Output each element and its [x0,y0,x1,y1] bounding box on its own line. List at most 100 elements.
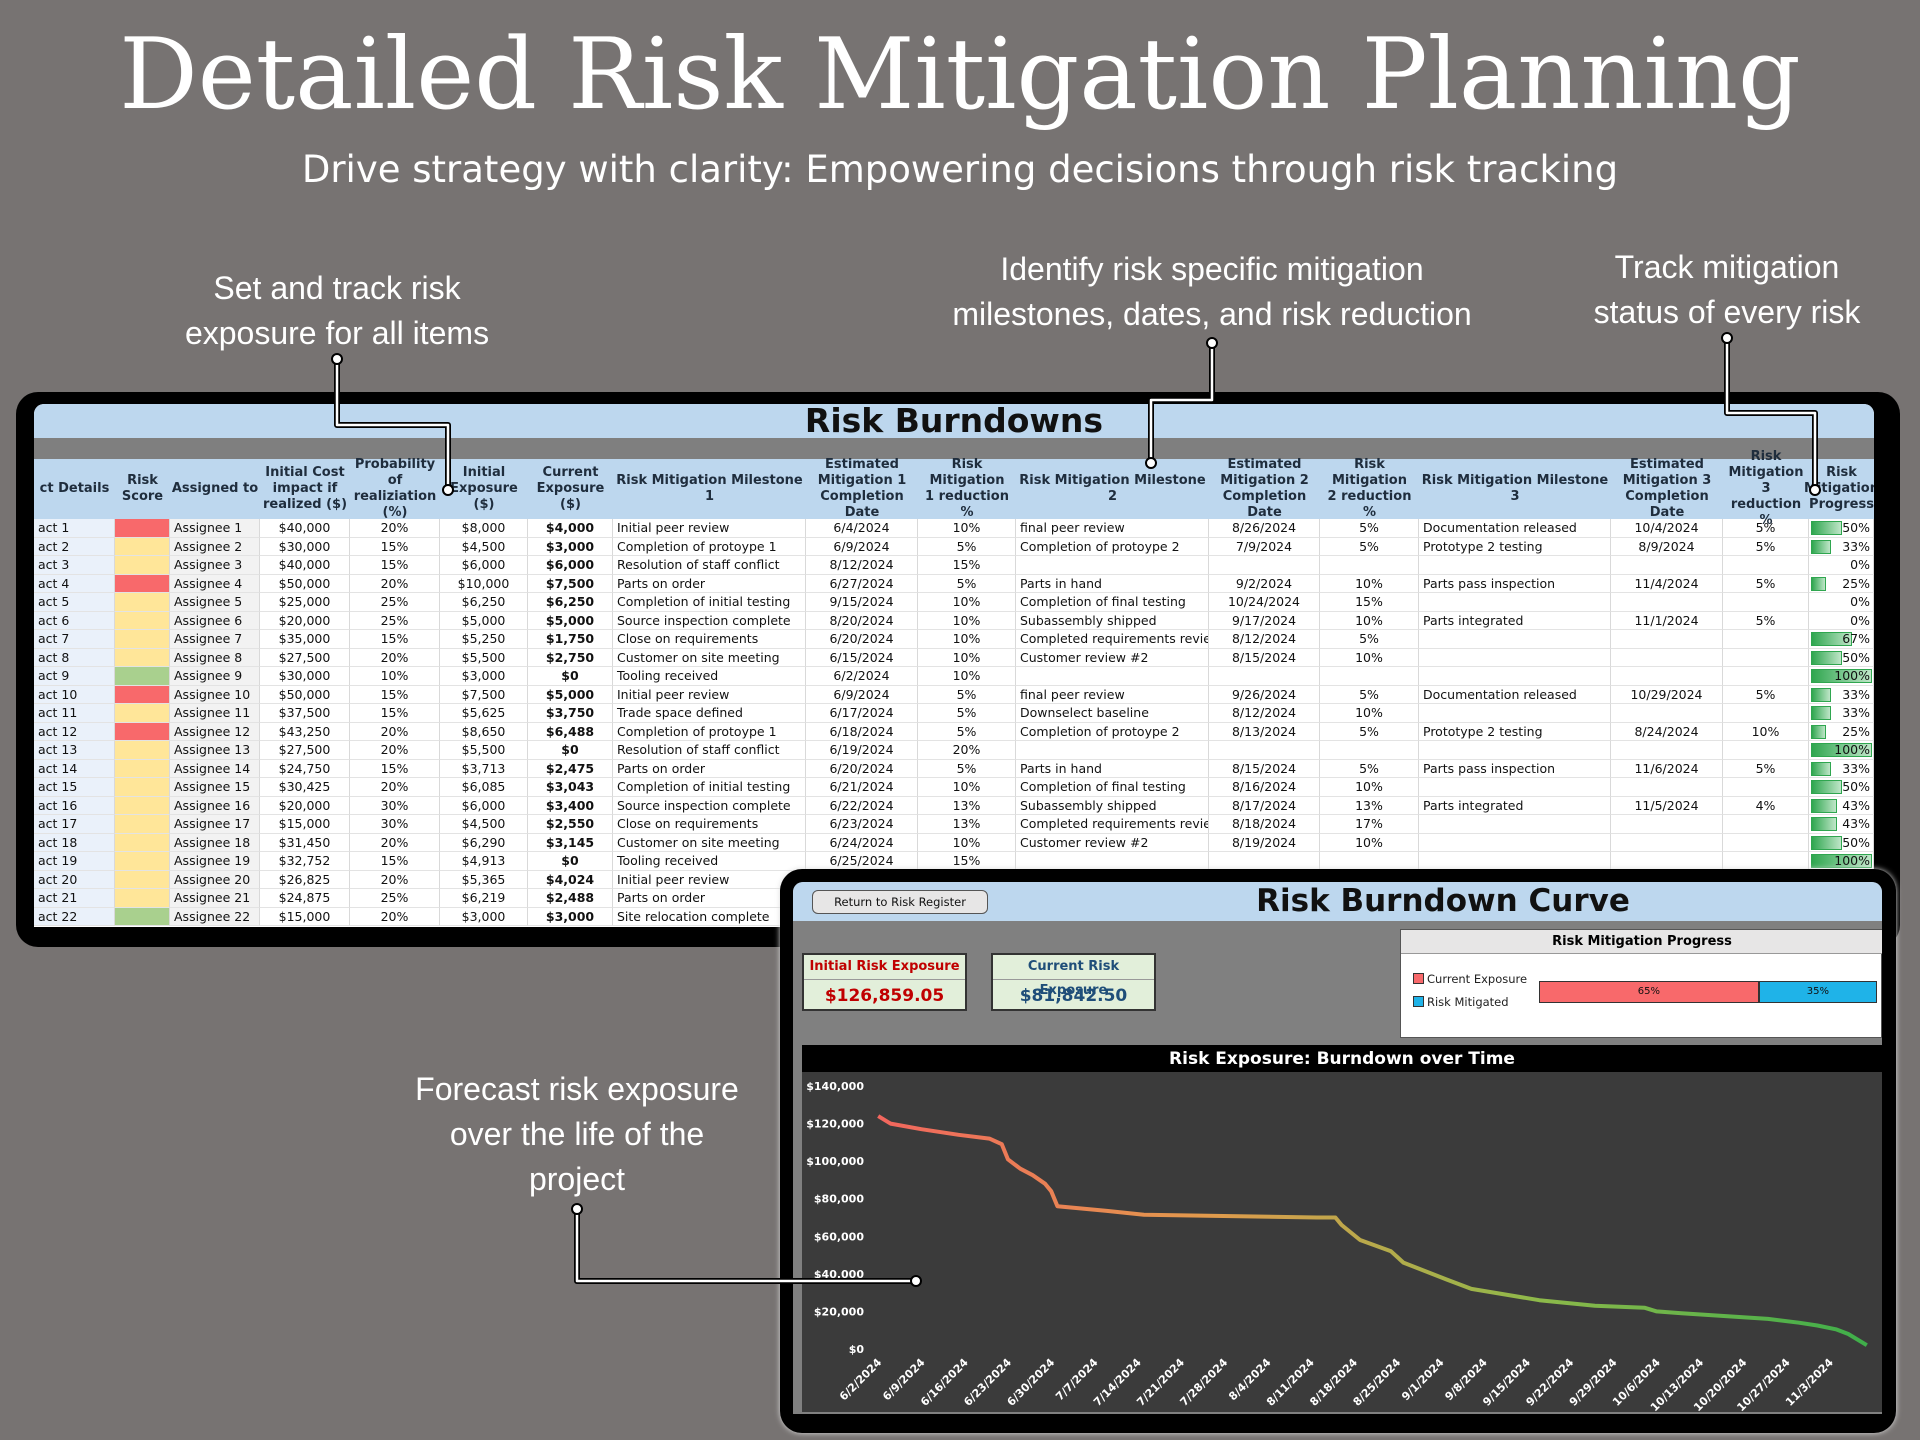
table-cell: act 7 [34,630,115,649]
table-cell: $30,425 [260,778,350,797]
table-cell: Customer review #2 [1016,833,1209,852]
table-cell: 25% [350,593,440,612]
progress-cell: 100% [1809,667,1874,686]
table-cell: Assignee 15 [170,778,260,797]
table-cell: $7,500 [440,685,528,704]
table-cell: $31,450 [260,833,350,852]
progress-bar [1811,780,1842,794]
table-cell: Subassembly shipped [1016,796,1209,815]
table-cell: Completion of protoype 1 [613,722,806,741]
table-cell: act 20 [34,870,115,889]
table-cell: Customer on site meeting [613,833,806,852]
table-cell: Initial peer review [613,519,806,538]
risk-score-cell [115,556,170,575]
table-cell [1209,556,1320,575]
sheet-title: Risk Burndowns [34,404,1874,438]
table-cell: 6/24/2024 [806,833,918,852]
progress-cell: 100% [1809,852,1874,871]
table-cell: 20% [350,741,440,760]
risk-score-cell [115,704,170,723]
table-cell: $6,250 [528,593,613,612]
table-cell: 5% [1723,685,1809,704]
table-cell: $32,752 [260,852,350,871]
table-cell [1611,667,1723,686]
table-cell: Initial peer review [613,685,806,704]
table-cell [1016,667,1209,686]
progress-label: 0% [1850,557,1870,572]
table-cell: 25% [350,611,440,630]
progress-label: 50% [1842,779,1870,794]
table-cell: Assignee 1 [170,519,260,538]
progress-panel: Risk Mitigation Progress Current Exposur… [1400,929,1882,1038]
table-cell: 5% [1320,685,1419,704]
table-cell [1723,704,1809,723]
table-cell: $2,550 [528,815,613,834]
table-cell: 5% [918,704,1016,723]
table-cell: $2,750 [528,648,613,667]
table-cell: 9/2/2024 [1209,574,1320,593]
table-cell: 10% [1320,778,1419,797]
table-cell: Resolution of staff conflict [613,741,806,760]
table-cell: 25% [350,889,440,908]
table-cell: 8/13/2024 [1209,722,1320,741]
table-cell: Completion of final testing [1016,593,1209,612]
table-cell: 6/22/2024 [806,796,918,815]
table-cell: 5% [1723,537,1809,556]
table-cell: Assignee 3 [170,556,260,575]
table-cell [1611,556,1723,575]
callout-dot [1206,337,1218,349]
y-tick-label: $20,000 [814,1305,864,1318]
kpi-value: $81,842.50 [1019,986,1128,1006]
table-cell: $5,500 [440,741,528,760]
table-cell: Customer review #2 [1016,648,1209,667]
table-cell: $4,913 [440,852,528,871]
progress-bar [1811,669,1872,683]
table-cell: 6/2/2024 [806,667,918,686]
y-tick-label: $40,000 [814,1268,864,1281]
progress-title: Risk Mitigation Progress [1401,930,1882,954]
table-cell: 5% [918,574,1016,593]
column-header: Current Exposure ($) [528,459,613,519]
table-cell: act 1 [34,519,115,538]
table-cell: act 4 [34,574,115,593]
table-cell: 8/16/2024 [1209,778,1320,797]
table-cell [1419,833,1611,852]
table-cell: $3,000 [528,537,613,556]
table-cell: $5,625 [440,704,528,723]
table-cell [1611,741,1723,760]
table-cell: Assignee 11 [170,704,260,723]
table-cell: $7,500 [528,574,613,593]
table-cell: 15% [350,537,440,556]
table-cell: Customer on site meeting [613,648,806,667]
table-cell: act 18 [34,833,115,852]
table-cell: Assignee 16 [170,796,260,815]
column-header: ct Details [34,459,115,519]
table-cell: Prototype 2 testing [1419,537,1611,556]
table-cell: $3,400 [528,796,613,815]
table-cell: 4% [1723,796,1809,815]
column-header: Estimated Mitigation 2 Completion Date [1209,457,1320,520]
table-cell: $6,219 [440,889,528,908]
table-cell [1320,852,1419,871]
table-cell: 5% [1320,722,1419,741]
table-cell: 20% [350,574,440,593]
table-cell: 5% [1723,759,1809,778]
table-cell: Parts pass inspection [1419,759,1611,778]
progress-bar [1811,724,1827,739]
table-cell: 6/9/2024 [806,685,918,704]
progress-label: 50% [1842,520,1870,535]
table-cell [1611,593,1723,612]
table-cell: $30,000 [260,537,350,556]
table-cell: 5% [1723,574,1809,593]
table-cell: Tooling received [613,667,806,686]
table-cell: 5% [918,537,1016,556]
table-cell: act 19 [34,852,115,871]
table-cell: $1,750 [528,630,613,649]
table-cell: 13% [918,796,1016,815]
table-cell: 5% [1320,519,1419,538]
risk-score-cell [115,630,170,649]
progress-label: 67% [1842,631,1870,646]
table-cell: Completion of protoype 2 [1016,537,1209,556]
progress-cell: 50% [1809,519,1874,538]
return-button[interactable]: Return to Risk Register [812,890,988,914]
